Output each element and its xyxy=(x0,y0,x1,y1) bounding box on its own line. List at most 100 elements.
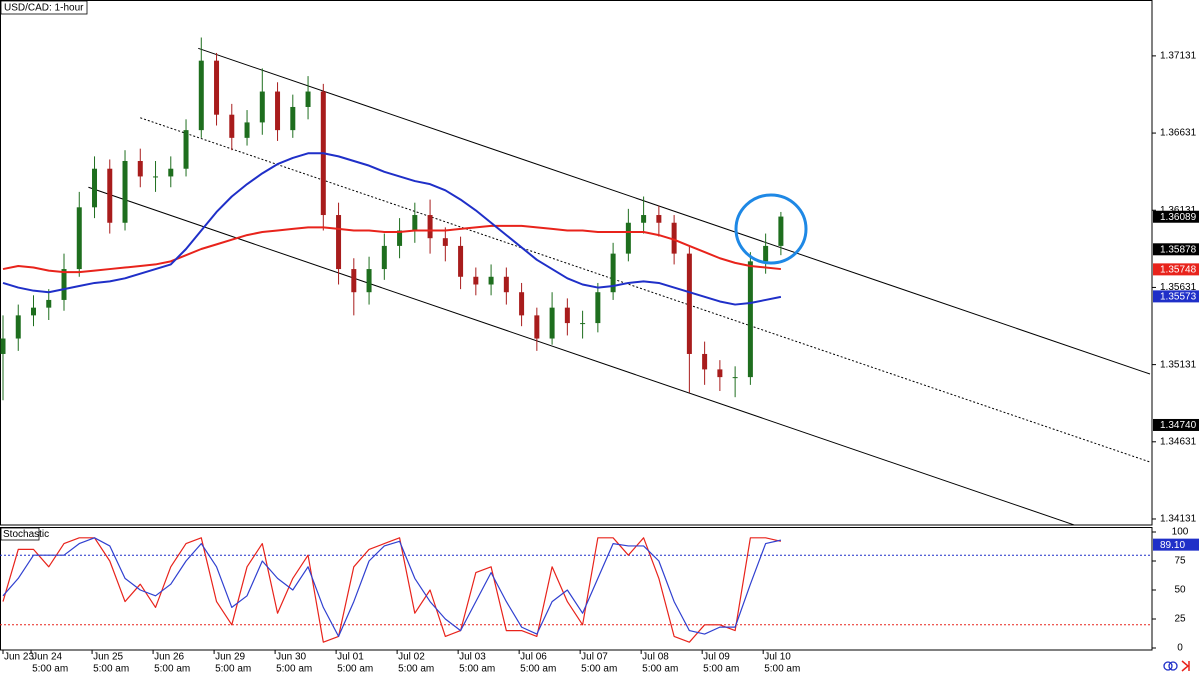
price-marker-label: 1.35573 xyxy=(1160,292,1197,303)
candle-body xyxy=(610,253,616,293)
x-tick-label: Jul 02 xyxy=(398,652,425,663)
candle-body xyxy=(656,215,662,223)
candle-body xyxy=(580,323,586,325)
y-tick-label: 1.36631 xyxy=(1160,128,1197,139)
candle-body xyxy=(427,215,433,239)
channel-midline xyxy=(140,117,1151,463)
x-tick-label: Jun 23 xyxy=(4,652,34,663)
candle-body xyxy=(625,222,631,254)
x-tick-label: Jul 06 xyxy=(520,652,547,663)
price-marker-label: 1.35748 xyxy=(1160,265,1197,276)
candle-body xyxy=(351,269,357,293)
price-marker-label: 1.34740 xyxy=(1160,420,1197,431)
y-tick-label: 1.35631 xyxy=(1160,282,1197,293)
x-tick-label: Jul 08 xyxy=(642,652,669,663)
candle-body xyxy=(290,106,296,131)
main-panel-frame xyxy=(0,0,1153,526)
chart-title: USD/CAD: 1-hour xyxy=(4,3,84,14)
oscillator-title-box xyxy=(0,527,40,541)
highlight-circle xyxy=(734,193,808,265)
candle-body xyxy=(397,230,403,246)
toolbar-icons[interactable] xyxy=(1163,660,1190,672)
channel-line xyxy=(198,47,1151,375)
candle-body xyxy=(107,168,113,223)
candle-body xyxy=(336,215,342,270)
x-tick-label: Jun 26 xyxy=(154,652,184,663)
x-time-label: 5:00 am xyxy=(459,664,495,675)
x-tick-label: Jul 07 xyxy=(581,652,608,663)
candle-body xyxy=(473,276,479,285)
candle-body xyxy=(137,161,143,177)
x-tick-label: Jul 10 xyxy=(764,652,791,663)
price-marker-box xyxy=(1153,263,1199,276)
x-time-label: 5:00 am xyxy=(215,664,251,675)
x-time-label: 5:00 am xyxy=(32,664,68,675)
candle-body xyxy=(549,307,555,339)
price-marker-box xyxy=(1153,418,1199,431)
oscillator-plot xyxy=(0,537,1152,643)
link-icon-2[interactable] xyxy=(1168,661,1178,671)
candle-body xyxy=(366,269,372,293)
candle-body xyxy=(641,215,647,223)
candle-body xyxy=(717,369,723,378)
x-tick-label: Jun 30 xyxy=(276,652,306,663)
channel-line xyxy=(88,186,1076,525)
candle-body xyxy=(671,222,677,254)
x-time-label: 5:00 am xyxy=(764,664,800,675)
moving-average xyxy=(2,224,781,274)
candle-body xyxy=(686,253,692,354)
x-time-label: 5:00 am xyxy=(398,664,434,675)
osc-y-tick-label: 100 xyxy=(1172,527,1189,538)
scroll-end-icon[interactable] xyxy=(1181,660,1190,672)
candle-body xyxy=(534,315,540,339)
candle-body xyxy=(153,176,159,178)
osc-y-tick-label: 25 xyxy=(1174,614,1186,625)
moving-average xyxy=(2,152,782,306)
candle-body xyxy=(229,114,235,138)
candle-body xyxy=(15,315,21,339)
x-time-label: 5:00 am xyxy=(520,664,556,675)
x-time-label: 5:00 am xyxy=(337,664,373,675)
osc-y-tick-label: 50 xyxy=(1174,585,1186,596)
oscillator-title: Stochastic xyxy=(3,529,49,540)
y-tick-label: 1.36131 xyxy=(1160,205,1197,216)
y-tick-label: 1.34631 xyxy=(1160,436,1197,447)
price-marker-label: 1.35878 xyxy=(1160,244,1197,255)
candle-body xyxy=(747,261,753,378)
candle-body xyxy=(564,307,570,324)
candle-body xyxy=(503,276,509,293)
oscillator-line xyxy=(2,537,782,643)
oscillator-panel-frame xyxy=(0,527,1153,651)
candle-body xyxy=(381,245,387,270)
candle-body xyxy=(92,168,98,208)
candle-body xyxy=(76,207,82,270)
x-time-label: 5:00 am xyxy=(154,664,190,675)
x-tick-label: Jun 25 xyxy=(93,652,123,663)
candle-body xyxy=(763,245,769,262)
price-marker-box xyxy=(1153,243,1199,256)
osc-y-tick-label: 75 xyxy=(1174,556,1186,567)
main-plot xyxy=(0,37,1151,525)
candle-body xyxy=(412,215,418,231)
x-tick-label: Jul 01 xyxy=(337,652,364,663)
candle-body xyxy=(259,91,265,123)
candle-body xyxy=(519,292,525,316)
candle-body xyxy=(275,91,281,131)
candle-body xyxy=(732,377,738,379)
x-tick-label: Jul 03 xyxy=(459,652,486,663)
osc-y-tick-label: 0 xyxy=(1177,643,1183,654)
candle-body xyxy=(702,353,708,370)
x-time-label: 5:00 am xyxy=(276,664,312,675)
candle-body xyxy=(0,338,6,354)
candle-body xyxy=(198,60,204,131)
x-tick-label: Jun 29 xyxy=(215,652,245,663)
title-box xyxy=(0,0,88,15)
price-marker-box xyxy=(1153,538,1199,551)
link-icon[interactable] xyxy=(1163,661,1173,671)
axes: 1.37131 1.36631 1.36131 1.35631 1.35131 1.346… xyxy=(2,51,1199,675)
candle-body xyxy=(442,238,448,246)
x-time-label: 5:00 am xyxy=(642,664,678,675)
candle-body xyxy=(61,269,67,300)
price-marker-box xyxy=(1153,290,1199,303)
